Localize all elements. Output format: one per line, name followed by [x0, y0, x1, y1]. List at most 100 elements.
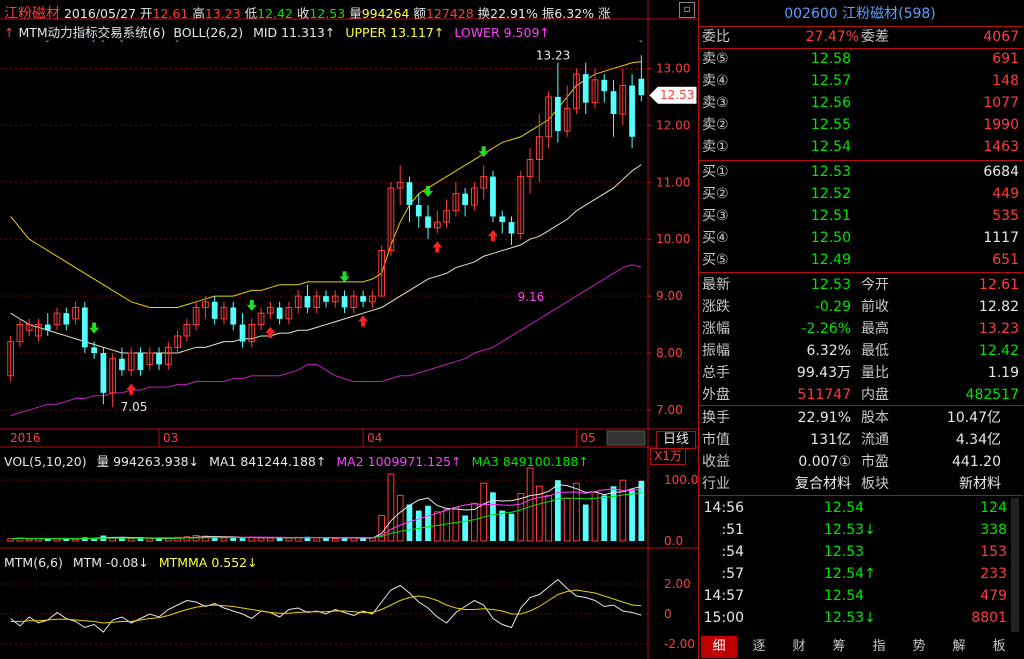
boll-mid-line: [10, 164, 642, 354]
stat-label: 最高: [861, 321, 889, 337]
bid-row[interactable]: 买③ 12.51 535: [699, 205, 1021, 227]
volume-bar: [526, 467, 534, 542]
tick-price: 12.54↑: [824, 566, 876, 582]
candle-body: [7, 341, 15, 377]
bid-price: 12.53: [810, 164, 851, 180]
ask-row[interactable]: 卖③ 12.56 1077: [699, 92, 1021, 114]
volume-bar: [480, 482, 488, 542]
tab-6[interactable]: 解: [952, 639, 966, 654]
candle-body: [517, 176, 525, 235]
vol-ma2: MA2 1009971.125↑: [336, 454, 462, 469]
tick-row: 14:56 12.54 124: [699, 497, 1021, 519]
stat-value: 482517: [965, 387, 1019, 403]
mtmma-line: [10, 589, 642, 624]
bid-volume: 1117: [983, 230, 1019, 246]
candle-body: [443, 210, 450, 223]
boll-lower-line: [10, 264, 642, 417]
fundamental-row: 行业 复合材料 板块 新材料: [699, 473, 1021, 495]
ask-price: 12.56: [810, 95, 851, 111]
vol-title: VOL(5,10,20): [4, 454, 87, 469]
tab-5[interactable]: 势: [912, 639, 926, 654]
candle-body: [415, 205, 422, 217]
bid-price: 12.52: [810, 186, 851, 202]
tab-2[interactable]: 财: [792, 639, 806, 654]
ask-label: 卖⑤: [702, 51, 729, 67]
candle-body: [109, 358, 117, 394]
tick-volume: 233: [980, 566, 1007, 582]
candle-body: [535, 136, 543, 161]
tab-0[interactable]: 细: [701, 636, 737, 658]
bid-volume: 449: [992, 186, 1019, 202]
volume-bar: [490, 492, 496, 541]
bid-row[interactable]: 买④ 12.50 1117: [699, 227, 1021, 249]
sell-signal-icon: [339, 271, 350, 283]
volume-axis-label: 0.0: [664, 534, 683, 548]
ask-row[interactable]: 卖⑤ 12.58 691: [699, 48, 1021, 70]
price-axis-label: 12.00: [656, 118, 690, 132]
fundamental-value: 441.20: [952, 454, 1001, 470]
fundamental-value[interactable]: 复合材料: [795, 476, 851, 492]
tab-1[interactable]: 逐: [752, 639, 766, 654]
volume-bar: [591, 491, 599, 542]
stat-label: 今开: [861, 277, 889, 293]
mtm-axis-label: 0: [664, 607, 672, 621]
fundamental-value[interactable]: 新材料: [959, 476, 1001, 492]
tab-7[interactable]: 板: [992, 639, 1006, 654]
stat-value: -2.26%: [801, 321, 851, 337]
vol-ma2-line: [10, 488, 642, 540]
candle-body: [174, 335, 181, 348]
bid-row[interactable]: 买① 12.53 6684: [699, 161, 1021, 183]
ask-label: 卖①: [702, 139, 729, 155]
ask-row[interactable]: 卖① 12.54 1463: [699, 136, 1021, 158]
tick-scrollbar[interactable]: [1011, 498, 1019, 632]
period-button[interactable]: 日线: [656, 431, 696, 449]
high-annotation: 13.23: [536, 48, 570, 62]
bid-price: 12.50: [810, 230, 851, 246]
close-value: 12.53: [309, 6, 346, 21]
price-axis-label: 10.00: [656, 232, 690, 246]
candle-body: [16, 324, 24, 343]
candle-body: [396, 181, 404, 189]
bid-label: 买①: [702, 164, 729, 180]
volume-bar: [341, 537, 348, 541]
turn-label: 换: [477, 6, 491, 21]
ask-price: 12.55: [810, 117, 851, 133]
stat-value: 12.42: [978, 343, 1019, 359]
ask-row[interactable]: 卖④ 12.57 148: [699, 70, 1021, 92]
amp-value: 6.32%: [554, 6, 595, 21]
candle-body: [480, 176, 488, 189]
ask-volume: 1990: [983, 117, 1019, 133]
mtm-value: MTM -0.08↓: [72, 555, 149, 570]
current-price-tag: [649, 86, 697, 104]
tab-4[interactable]: 指: [872, 639, 886, 654]
tick-row: :54 12.53 153: [699, 541, 1021, 563]
bid-row[interactable]: 买② 12.52 449: [699, 183, 1021, 205]
date-axis-label: 2016: [10, 431, 41, 445]
stat-label: 涨跌: [702, 299, 730, 315]
volume-unit-button[interactable]: X1万: [650, 448, 686, 465]
close-label: 收: [296, 6, 310, 21]
candle-body: [285, 306, 293, 320]
tab-3[interactable]: 筹: [832, 639, 846, 654]
volume-legend: VOL(5,10,20) 量 994263.938↓ MA1 841244.18…: [4, 451, 589, 470]
expand-icon[interactable]: ▫: [679, 2, 695, 18]
kline-chart-area[interactable]: 江粉磁材 2016/05/27 开12.61 高13.23 低12.42 收12…: [0, 0, 698, 659]
volume-bar: [25, 538, 33, 542]
volume-bar: [535, 485, 543, 542]
candle-body: [72, 306, 79, 320]
vol-ma3-line: [10, 492, 642, 540]
tick-price: 12.53↓: [824, 610, 876, 626]
volume-bar: [582, 504, 589, 541]
candle-body: [545, 96, 552, 138]
bid-row[interactable]: 买⑤ 12.49 651: [699, 249, 1021, 271]
volume-bar: [331, 538, 339, 542]
candle-body: [248, 324, 256, 343]
ask-row[interactable]: 卖② 12.55 1990: [699, 114, 1021, 136]
mtm-axis-label: -2.00: [664, 637, 695, 651]
date-axis-label: 04: [367, 431, 382, 445]
volume-bar: [415, 510, 422, 541]
current-price-value: 12.53: [660, 88, 694, 102]
sell-signal-icon: [423, 186, 434, 198]
volume-bar: [127, 538, 135, 542]
candle-body: [508, 222, 515, 234]
